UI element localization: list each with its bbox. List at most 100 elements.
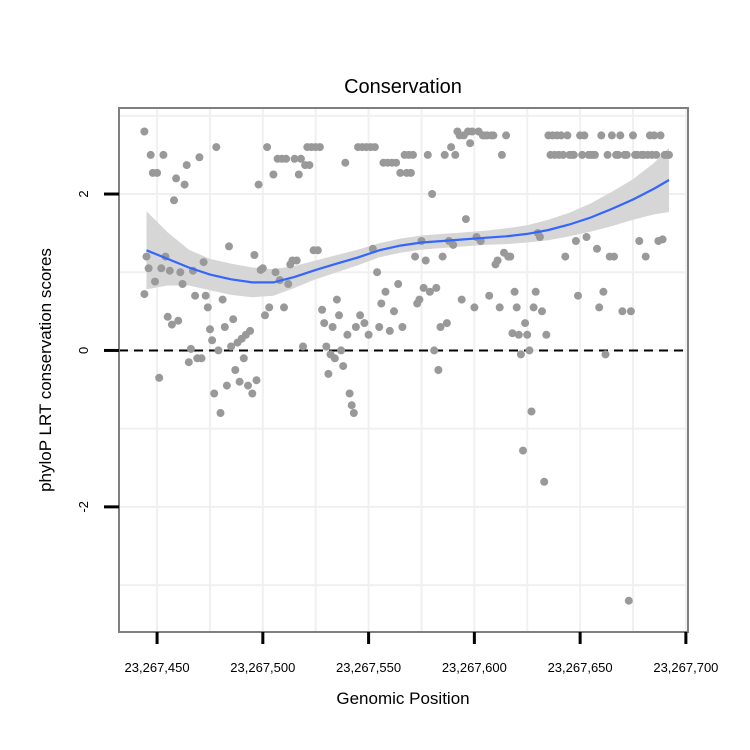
data-point — [248, 389, 257, 398]
data-point — [658, 235, 667, 244]
data-point — [525, 346, 534, 355]
data-point — [447, 143, 456, 152]
data-point — [349, 409, 358, 417]
data-point — [151, 277, 159, 286]
data-point — [225, 242, 233, 251]
data-point — [394, 280, 403, 288]
data-point — [409, 150, 417, 159]
data-point — [227, 342, 236, 351]
data-point — [146, 150, 155, 159]
data-point — [523, 330, 532, 339]
data-point — [218, 295, 227, 304]
data-point — [296, 154, 305, 163]
data-point — [254, 180, 263, 189]
data-point — [271, 268, 280, 277]
data-point — [430, 346, 439, 355]
panel-border — [118, 107, 689, 633]
data-point — [199, 258, 208, 267]
data-point — [165, 266, 174, 275]
data-point — [208, 336, 217, 345]
data-point — [332, 295, 341, 304]
data-point — [535, 233, 544, 241]
data-point — [222, 381, 231, 390]
data-point — [622, 150, 631, 159]
data-point — [489, 131, 498, 140]
data-point — [569, 150, 578, 159]
data-point — [381, 287, 390, 296]
x-tick-label: 23,267,550 — [336, 660, 401, 675]
data-point — [665, 150, 673, 159]
grid-lines — [119, 108, 688, 632]
data-point — [206, 325, 214, 334]
data-point — [322, 342, 331, 351]
data-point — [502, 131, 511, 140]
data-point — [390, 307, 398, 316]
data-point — [629, 131, 637, 140]
data-point — [411, 252, 420, 261]
data-point — [461, 215, 470, 224]
data-point — [167, 320, 176, 329]
data-point — [428, 190, 437, 198]
data-point — [280, 303, 288, 312]
data-point — [337, 346, 346, 355]
data-point — [497, 150, 506, 159]
data-point — [328, 323, 337, 331]
x-tick-label: 23,267,500 — [230, 660, 295, 675]
data-point — [318, 305, 327, 314]
data-point — [438, 252, 447, 261]
data-point — [373, 268, 382, 277]
data-point — [597, 131, 606, 140]
data-point — [595, 303, 604, 312]
data-point — [170, 196, 178, 205]
data-point — [542, 330, 551, 339]
data-point — [650, 131, 659, 140]
y-tick-label: 2 — [76, 190, 91, 197]
data-point — [153, 168, 162, 177]
data-point — [201, 291, 210, 300]
data-points — [140, 127, 673, 605]
data-point — [580, 131, 589, 140]
data-point — [574, 291, 582, 300]
x-tick-label: 23,267,450 — [125, 660, 190, 675]
data-point — [599, 287, 608, 296]
confidence-ribbon — [146, 147, 669, 298]
data-point — [656, 131, 665, 140]
data-point — [466, 139, 475, 148]
data-point — [343, 330, 352, 339]
data-point — [425, 287, 434, 296]
data-point — [299, 342, 307, 351]
data-point — [614, 150, 623, 159]
x-tick-label: 23,267,600 — [442, 660, 507, 675]
data-point — [178, 280, 187, 288]
data-point — [174, 316, 183, 325]
data-point — [163, 312, 172, 321]
y-tick-label: 0 — [76, 347, 91, 354]
data-point — [347, 401, 356, 410]
data-point — [320, 319, 329, 328]
data-point — [180, 180, 189, 189]
data-point — [220, 323, 229, 331]
data-point — [282, 154, 291, 163]
data-point — [527, 407, 536, 416]
data-point — [624, 596, 633, 605]
smooth-line — [146, 179, 670, 284]
data-point — [214, 346, 223, 355]
data-point — [434, 366, 443, 374]
data-point — [512, 303, 521, 312]
data-point — [616, 131, 625, 140]
data-point — [252, 376, 261, 385]
data-point — [140, 290, 149, 299]
data-point — [557, 131, 566, 140]
data-point — [449, 240, 458, 249]
data-point — [191, 291, 200, 300]
data-point — [186, 344, 195, 353]
data-point — [485, 291, 494, 300]
data-point — [263, 143, 272, 152]
data-point — [235, 377, 244, 386]
data-point — [231, 366, 240, 374]
data-point — [184, 358, 193, 367]
data-point — [540, 477, 549, 486]
data-point — [216, 409, 225, 417]
data-point — [364, 330, 373, 339]
data-point — [506, 252, 515, 261]
